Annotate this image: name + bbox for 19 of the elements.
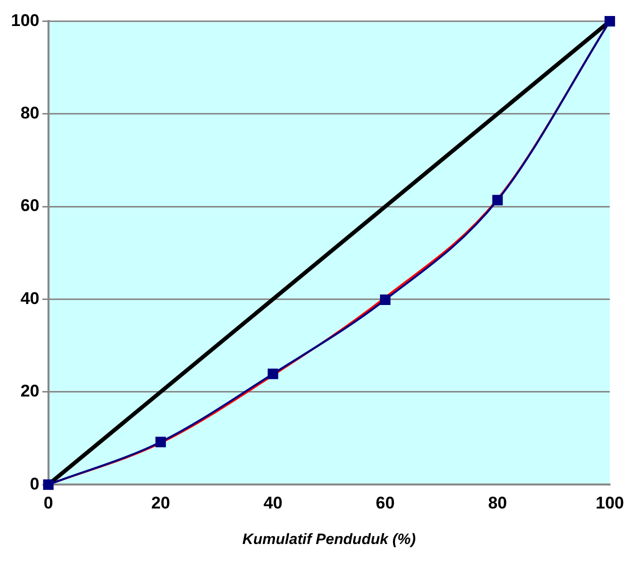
x-axis-title: Kumulatif Penduduk (%) [242, 531, 416, 548]
y-tick-label: 80 [20, 104, 40, 123]
x-tick-label: 100 [596, 493, 624, 512]
point [155, 436, 166, 448]
point [43, 479, 54, 490]
point [380, 294, 390, 305]
x-tick-label: 80 [488, 493, 507, 512]
x-tick-label: 60 [376, 493, 395, 512]
point [268, 368, 278, 380]
x-tick-label: 20 [151, 493, 170, 512]
x-tick-label: 40 [263, 493, 282, 512]
y-tick-label: 0 [30, 474, 40, 494]
y-tick-label: 20 [20, 382, 40, 401]
x-tick-label: 0 [44, 493, 54, 512]
point [604, 16, 616, 26]
y-tick-label: 100 [10, 10, 40, 30]
y-tick-label: 60 [20, 196, 40, 216]
y-tick-label: 40 [20, 288, 40, 308]
point [492, 194, 503, 206]
